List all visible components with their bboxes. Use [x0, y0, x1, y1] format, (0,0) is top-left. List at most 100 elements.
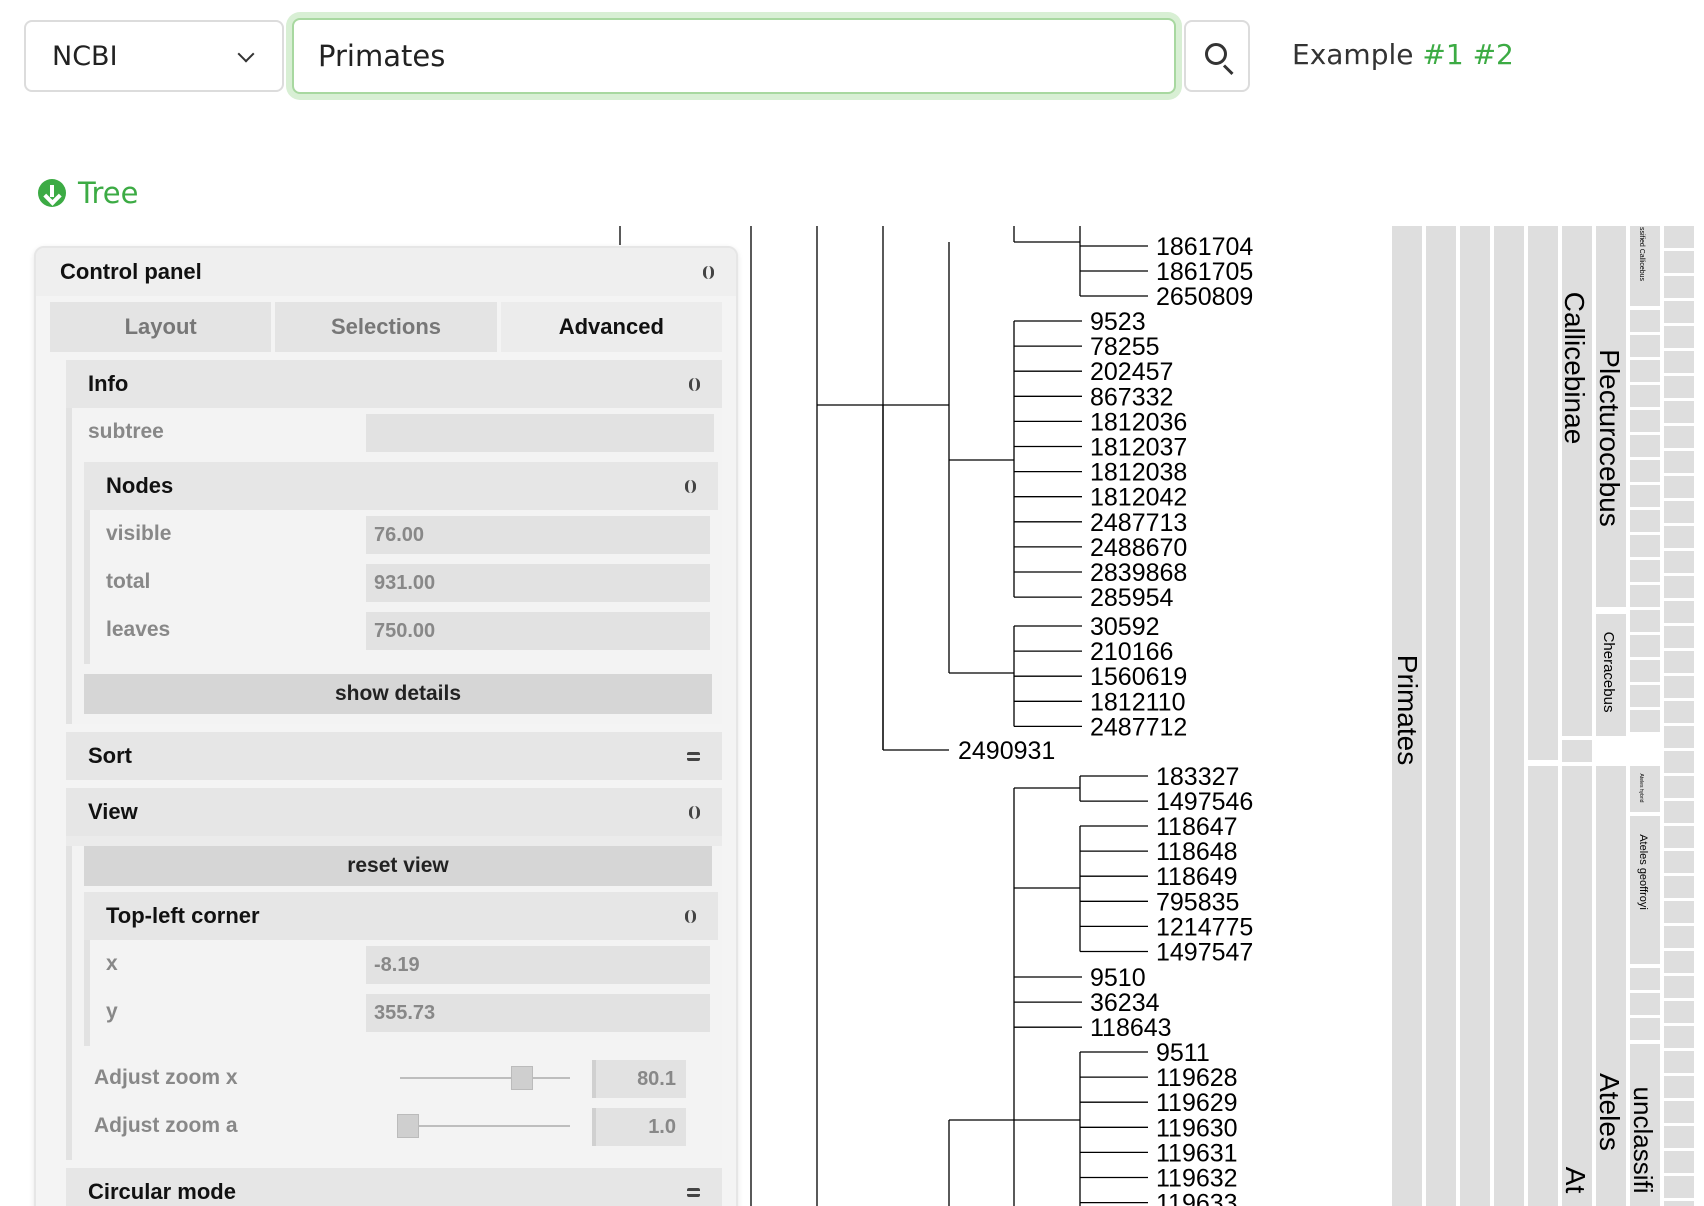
- zoom-a-value[interactable]: 1.0: [592, 1108, 686, 1146]
- taxonomy-cell[interactable]: [1664, 1001, 1694, 1023]
- taxonomy-band[interactable]: [1630, 816, 1660, 964]
- tree-leaf-label[interactable]: 9511: [1156, 1039, 1210, 1067]
- taxonomy-cell[interactable]: [1630, 1018, 1660, 1040]
- taxonomy-cell[interactable]: [1562, 740, 1592, 762]
- tree-leaf-label[interactable]: 1861704: [1156, 233, 1253, 261]
- tree-leaf-label[interactable]: 9510: [1090, 964, 1146, 992]
- example-link-1[interactable]: #1: [1422, 38, 1464, 71]
- tree-leaf-label[interactable]: 1812042: [1090, 484, 1187, 512]
- taxonomy-cell[interactable]: [1630, 360, 1660, 382]
- taxonomy-cell[interactable]: [1664, 801, 1694, 823]
- sort-section-header[interactable]: Sort: [66, 732, 722, 780]
- taxonomy-cell[interactable]: [1664, 551, 1694, 573]
- taxonomy-cell[interactable]: [1664, 876, 1694, 898]
- tree-leaf-label[interactable]: 119629: [1156, 1089, 1238, 1117]
- expand-toggle-icon[interactable]: [687, 1187, 700, 1197]
- taxonomy-band-label-unclassified[interactable]: unclassifi: [1628, 1087, 1658, 1194]
- tree-leaf-label[interactable]: 285954: [1090, 584, 1174, 612]
- taxonomy-cell[interactable]: [1664, 576, 1694, 598]
- tab-layout[interactable]: Layout: [50, 302, 272, 352]
- collapse-toggle-icon[interactable]: [689, 805, 700, 819]
- taxonomy-cell[interactable]: [1664, 951, 1694, 973]
- tree-leaf-label[interactable]: 9523: [1090, 308, 1146, 336]
- tab-advanced[interactable]: Advanced: [500, 302, 722, 352]
- collapse-toggle-icon[interactable]: [685, 479, 696, 493]
- taxonomy-cell[interactable]: [1664, 901, 1694, 923]
- database-select[interactable]: NCBI: [24, 20, 284, 92]
- taxonomy-band-label-callicebinae[interactable]: Callicebinae: [1559, 292, 1590, 445]
- taxonomy-cell[interactable]: [1630, 510, 1660, 532]
- taxonomy-cell[interactable]: [1630, 310, 1660, 332]
- tree-leaf-label[interactable]: 36234: [1090, 989, 1160, 1017]
- taxonomy-band[interactable]: [1630, 766, 1660, 812]
- taxonomy-cell[interactable]: [1664, 251, 1694, 273]
- zoom-a-slider-track[interactable]: [400, 1125, 570, 1127]
- tree-leaf-label[interactable]: 119630: [1156, 1114, 1238, 1142]
- taxonomy-cell[interactable]: [1630, 685, 1660, 707]
- tree-leaf-label[interactable]: 118648: [1156, 838, 1238, 866]
- taxonomy-band-primates[interactable]: [1392, 226, 1422, 1206]
- collapse-toggle-icon[interactable]: [703, 265, 714, 279]
- taxonomy-cell[interactable]: [1664, 276, 1694, 298]
- taxonomy-cell[interactable]: [1630, 560, 1660, 582]
- taxonomy-cell[interactable]: [1630, 535, 1660, 557]
- tree-leaf-label[interactable]: 1214775: [1156, 913, 1253, 941]
- tree-leaf-label[interactable]: 1560619: [1090, 663, 1187, 691]
- expand-toggle-icon[interactable]: [687, 751, 700, 761]
- tree-leaf-label[interactable]: 1812110: [1090, 688, 1185, 716]
- taxonomy-band-label-plecturocebus[interactable]: Plecturocebus: [1594, 349, 1625, 526]
- taxonomy-cell[interactable]: [1630, 410, 1660, 432]
- taxonomy-cell[interactable]: [1664, 451, 1694, 473]
- collapse-toggle-icon[interactable]: [689, 377, 700, 391]
- tree-leaf-label[interactable]: 1861705: [1156, 258, 1253, 286]
- search-button[interactable]: [1184, 20, 1250, 92]
- taxonomy-cell[interactable]: [1664, 526, 1694, 548]
- taxonomy-cell[interactable]: [1664, 926, 1694, 948]
- taxonomy-cell[interactable]: [1664, 1151, 1694, 1173]
- tree-leaf-label[interactable]: 1812038: [1090, 459, 1187, 487]
- search-input[interactable]: [292, 18, 1176, 94]
- taxonomy-cell[interactable]: [1664, 1026, 1694, 1048]
- taxonomy-cell[interactable]: [1664, 351, 1694, 373]
- circular-mode-header[interactable]: Circular mode: [66, 1168, 722, 1206]
- taxonomy-band[interactable]: [1630, 226, 1660, 306]
- taxonomy-cell[interactable]: [1664, 1176, 1694, 1198]
- show-details-button[interactable]: show details: [84, 674, 712, 714]
- taxonomy-band[interactable]: [1630, 1044, 1660, 1206]
- tree-leaf-label[interactable]: 78255: [1090, 333, 1160, 361]
- tree-leaf-label[interactable]: 118647: [1156, 813, 1238, 841]
- taxonomy-band[interactable]: [1494, 226, 1524, 1206]
- taxonomy-cell[interactable]: [1630, 710, 1660, 732]
- tree-leaf-label[interactable]: 2650809: [1156, 283, 1253, 311]
- taxonomy-cell[interactable]: [1664, 776, 1694, 798]
- tree-leaf-label[interactable]: 119633: [1156, 1190, 1238, 1206]
- taxonomy-cell[interactable]: [1630, 385, 1660, 407]
- taxonomy-cell[interactable]: [1664, 676, 1694, 698]
- taxonomy-band[interactable]: [1460, 226, 1490, 1206]
- taxonomy-band-label-ateles-geoffroyi[interactable]: Ateles geoffroyi: [1637, 834, 1649, 910]
- taxonomy-cell[interactable]: [1664, 1101, 1694, 1123]
- tree-leaf-label[interactable]: 1497546: [1156, 788, 1253, 816]
- tree-leaf-label[interactable]: 795835: [1156, 888, 1239, 916]
- tree-leaf-label[interactable]: 867332: [1090, 383, 1173, 411]
- taxonomy-cell[interactable]: [1664, 376, 1694, 398]
- info-section-header[interactable]: Info: [66, 360, 722, 408]
- tree-leaf-label[interactable]: 1497547: [1156, 939, 1253, 967]
- tree-leaf-label[interactable]: 2839868: [1090, 559, 1187, 587]
- top-left-corner-header[interactable]: Top-left corner: [84, 892, 718, 940]
- taxonomy-cell[interactable]: [1664, 751, 1694, 773]
- taxonomy-band[interactable]: [1528, 766, 1558, 1206]
- tree-leaf-label[interactable]: 30592: [1090, 613, 1160, 641]
- taxonomy-cell[interactable]: [1664, 476, 1694, 498]
- taxonomy-cell[interactable]: [1664, 1126, 1694, 1148]
- taxonomy-cell[interactable]: [1630, 485, 1660, 507]
- tree-viewport[interactable]: 1861704 1861705 2650809 9523 78255 202457 8673…: [0, 226, 1704, 1206]
- taxonomy-band[interactable]: [1562, 1160, 1592, 1206]
- zoom-x-slider-handle[interactable]: [511, 1066, 533, 1090]
- taxonomy-cell[interactable]: [1664, 1201, 1694, 1206]
- tree-leaf-label[interactable]: 2487713: [1090, 509, 1187, 537]
- tree-leaf-label[interactable]: 119632: [1156, 1165, 1238, 1193]
- tree-leaf-label[interactable]: 118643: [1090, 1014, 1172, 1042]
- tree-leaf-label[interactable]: 202457: [1090, 358, 1173, 386]
